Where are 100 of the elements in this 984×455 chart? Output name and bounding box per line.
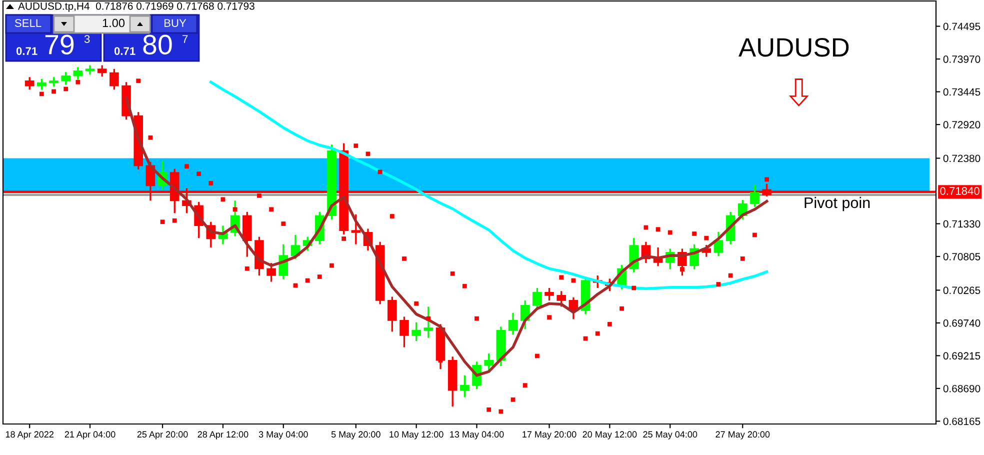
point bbox=[656, 227, 660, 232]
point bbox=[595, 331, 600, 336]
point bbox=[402, 256, 406, 261]
point bbox=[366, 152, 370, 156]
x-tick-label: 5 May 20:00 bbox=[331, 431, 380, 440]
point bbox=[208, 180, 214, 186]
point bbox=[764, 177, 769, 182]
point bbox=[220, 197, 226, 202]
point bbox=[462, 284, 467, 288]
line-series bbox=[209, 80, 768, 290]
point bbox=[39, 92, 44, 96]
point bbox=[378, 170, 382, 174]
point bbox=[232, 207, 238, 212]
candlestick bbox=[85, 64, 95, 76]
point bbox=[474, 316, 479, 321]
point bbox=[450, 271, 455, 276]
annotation: 0.71 bbox=[114, 47, 136, 55]
point bbox=[426, 316, 431, 321]
y-tick-label: 0.68690 bbox=[943, 384, 980, 392]
y-tick-label: 0.70805 bbox=[943, 252, 980, 260]
candlestick bbox=[424, 306, 434, 339]
candlestick bbox=[400, 316, 409, 348]
annotation: 79 bbox=[45, 34, 74, 54]
point bbox=[305, 278, 310, 283]
x-tick-label: 25 May 04:00 bbox=[643, 431, 698, 440]
point bbox=[534, 354, 540, 358]
candlestick bbox=[97, 64, 107, 78]
x-tick-label: 10 May 12:00 bbox=[390, 431, 444, 440]
point bbox=[547, 315, 552, 320]
point bbox=[172, 218, 177, 223]
point bbox=[76, 80, 80, 84]
x-tick-label: 25 Apr 20:00 bbox=[137, 431, 188, 440]
x-tick-label: 18 Apr 2022 bbox=[6, 431, 54, 440]
point bbox=[486, 407, 492, 412]
candlestick bbox=[37, 78, 46, 90]
point bbox=[522, 383, 528, 388]
y-tick-label: 0.71330 bbox=[943, 220, 980, 228]
x-tick-label: 3 May 04:00 bbox=[258, 431, 308, 440]
annotation: SELL bbox=[14, 19, 42, 27]
point bbox=[257, 193, 262, 198]
annotation: 1.00 bbox=[102, 18, 125, 28]
x-tick-label: 21 Apr 04:00 bbox=[64, 431, 116, 440]
candlestick bbox=[460, 374, 470, 398]
point bbox=[330, 263, 334, 268]
annotation: AUDUSD bbox=[738, 38, 849, 57]
annotation: BUY bbox=[164, 19, 186, 27]
y-tick-label: 0.72380 bbox=[943, 154, 980, 162]
candlestick bbox=[110, 68, 119, 90]
point bbox=[692, 232, 696, 236]
point bbox=[498, 409, 504, 414]
candlestick bbox=[388, 296, 397, 332]
point bbox=[704, 236, 709, 240]
point bbox=[620, 306, 624, 311]
y-tick-label: 0.73970 bbox=[943, 56, 980, 63]
y-tick-label: 0.68165 bbox=[943, 418, 980, 426]
point bbox=[680, 267, 684, 272]
point bbox=[632, 286, 636, 290]
candlestick bbox=[24, 76, 34, 90]
point bbox=[136, 78, 141, 84]
candlestick bbox=[49, 76, 58, 88]
point bbox=[607, 322, 612, 326]
point bbox=[354, 144, 358, 148]
candlestick bbox=[544, 287, 554, 302]
candlestick bbox=[266, 262, 276, 283]
y-tick-label: 0.74495 bbox=[943, 22, 980, 30]
text: Pivot poin bbox=[804, 196, 870, 212]
candlestick bbox=[714, 231, 724, 258]
point bbox=[269, 207, 274, 212]
point bbox=[196, 172, 201, 176]
point bbox=[281, 222, 286, 226]
y-tick-label: 0.72920 bbox=[943, 121, 980, 128]
candlestick bbox=[750, 184, 760, 208]
annotation: 7 bbox=[182, 35, 188, 43]
point bbox=[559, 275, 564, 280]
x-tick-label: 13 May 04:00 bbox=[450, 431, 504, 440]
point bbox=[52, 89, 56, 94]
y-tick-label: 0.73445 bbox=[943, 88, 980, 96]
point bbox=[244, 266, 250, 271]
y-tick-label: 0.70265 bbox=[943, 286, 980, 294]
candlestick bbox=[351, 214, 361, 246]
ref-line-label: 0.71840 bbox=[940, 187, 980, 195]
point bbox=[342, 236, 346, 241]
point bbox=[510, 397, 516, 402]
point bbox=[414, 301, 419, 306]
candlestick bbox=[508, 312, 518, 336]
point bbox=[184, 164, 189, 169]
point bbox=[317, 274, 322, 279]
candlestick bbox=[61, 71, 70, 86]
point bbox=[716, 282, 721, 286]
x-tick-label: 17 May 20:00 bbox=[522, 431, 576, 440]
x-tick-label: 28 Apr 12:00 bbox=[198, 431, 248, 440]
y-tick-label: 0.69215 bbox=[943, 352, 980, 360]
y-tick-label: 0.69740 bbox=[943, 319, 980, 327]
point bbox=[390, 214, 394, 218]
annotation: 3 bbox=[84, 35, 90, 43]
x-tick-label: 27 May 20:00 bbox=[716, 431, 770, 440]
annotation: 0.71 bbox=[16, 47, 38, 55]
point bbox=[148, 135, 153, 140]
point bbox=[668, 230, 672, 235]
point bbox=[752, 232, 757, 238]
